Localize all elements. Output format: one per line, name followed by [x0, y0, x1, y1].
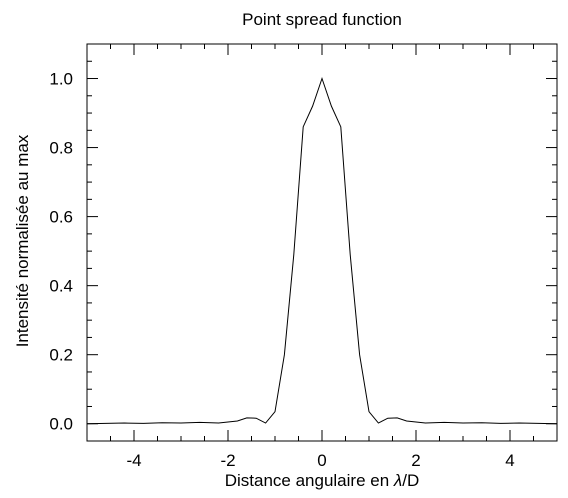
- plot-frame: [86, 43, 558, 442]
- x-tick-label: 2: [411, 451, 420, 470]
- x-axis-label-symbol: λ: [393, 471, 402, 490]
- chart-title: Point spread function: [242, 10, 402, 29]
- y-tick-label: 0.4: [49, 277, 73, 296]
- x-tick-label: 4: [505, 451, 514, 470]
- x-tick-label: 0: [317, 451, 326, 470]
- y-tick-label: 0.8: [49, 139, 73, 158]
- series-line-psf: [86, 76, 558, 425]
- y-tick-label: 1.0: [49, 70, 73, 89]
- axis-tick-labels: -4 -2 0 2 4 0.0 0.2 0.4 0.6 0.8 1.0: [49, 70, 514, 470]
- x-tick-label: -4: [126, 451, 141, 470]
- x-tick-label: -2: [220, 451, 235, 470]
- y-tick-label: 0.6: [49, 208, 73, 227]
- plot-area: -4 -2 0 2 4 0.0 0.2 0.4 0.6 0.8 1.0: [49, 43, 558, 470]
- x-axis-label: Distance angulaire en λ/D: [225, 471, 420, 490]
- axis-ticks: [87, 44, 557, 441]
- x-axis-label-suffix: /D: [402, 471, 419, 490]
- x-axis-label-prefix: Distance angulaire en: [225, 471, 394, 490]
- y-axis-label: Intensité normalisée au max: [13, 134, 32, 347]
- y-tick-label: 0.0: [49, 415, 73, 434]
- y-tick-label: 0.2: [49, 346, 73, 365]
